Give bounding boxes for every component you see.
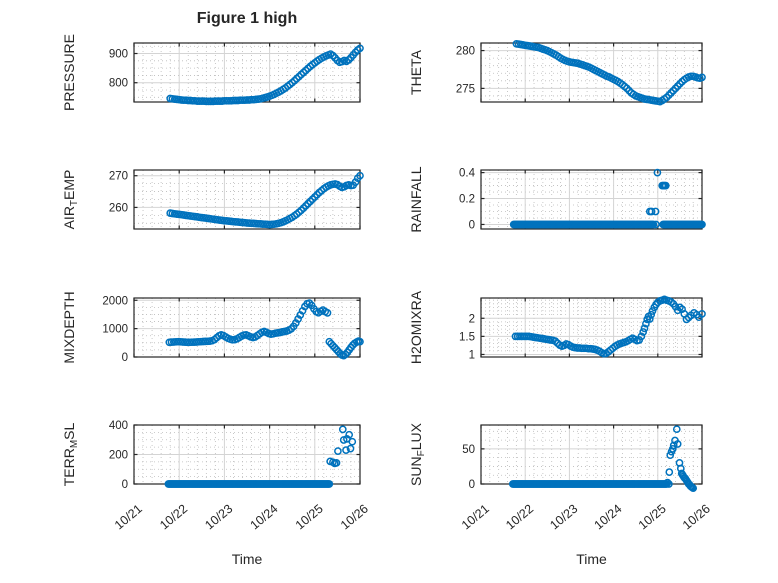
- svg-text:2: 2: [469, 313, 475, 325]
- mixdepth-minor-grid: [134, 298, 360, 357]
- rainfall-axes-box: [480, 169, 703, 230]
- pressure-axes-box: [133, 42, 361, 103]
- svg-text:0: 0: [469, 479, 475, 491]
- mixdepth-major-grid: [134, 298, 360, 357]
- figure-title: Figure 1 high: [196, 10, 298, 27]
- h2omixra-markers: [511, 295, 706, 358]
- terr_msl-minor-grid: [134, 425, 360, 484]
- pressure-markers: [166, 44, 364, 106]
- pressure-tick-marks: [133, 43, 361, 102]
- terr_msl-markers: [164, 425, 357, 488]
- rainfall-y-axis-label: RAINFALL: [408, 166, 424, 232]
- svg-text:10/24: 10/24: [248, 502, 281, 533]
- x-axis-label-right: Time: [576, 551, 607, 567]
- subplot-theta: 275 280 THETA: [408, 39, 706, 106]
- sun_flux-major-grid: [481, 425, 702, 484]
- svg-text:0.4: 0.4: [459, 168, 476, 180]
- terr_msl-y-axis-label: TERRMSL: [61, 422, 80, 486]
- pressure-minor-grid: [134, 43, 360, 102]
- sun_flux-y-axis-label: SUNFLUX: [408, 422, 427, 486]
- svg-text:10/26: 10/26: [680, 502, 713, 533]
- h2omixra-major-grid: [481, 298, 702, 357]
- svg-text:200: 200: [109, 450, 128, 462]
- svg-text:1: 1: [469, 349, 475, 361]
- h2omixra-axes-box: [480, 297, 703, 358]
- terr_msl-ytick-labels: 0 200 400: [109, 420, 128, 491]
- sun_flux-ytick-labels: 0 50: [462, 444, 475, 491]
- sun_flux-markers: [508, 425, 698, 493]
- theta-tick-marks: [480, 43, 703, 102]
- h2omixra-y-axis-label: H2OMIXRA: [408, 290, 424, 364]
- svg-text:0: 0: [469, 219, 475, 231]
- h2omixra-tick-marks: [480, 298, 703, 357]
- pressure-major-grid: [134, 43, 360, 102]
- terr_msl-xtick-labels: 10/21 10/22 10/23 10/24 10/25 10/26: [112, 502, 371, 533]
- svg-text:10/23: 10/23: [202, 502, 235, 533]
- svg-text:2000: 2000: [102, 295, 128, 307]
- rainfall-major-grid: [481, 170, 702, 229]
- svg-text:1000: 1000: [102, 324, 128, 336]
- svg-text:1.5: 1.5: [459, 331, 475, 343]
- pressure-y-axis-label: PRESSURE: [61, 34, 77, 111]
- theta-markers: [512, 39, 706, 106]
- subplot-pressure: 800 900 PRESSURE: [61, 34, 364, 111]
- air_temp-markers: [166, 171, 364, 229]
- rainfall-ytick-labels: 0 0.2 0.4: [459, 168, 476, 232]
- mixdepth-y-axis-label: MIXDEPTH: [61, 291, 77, 363]
- svg-text:0: 0: [122, 479, 128, 491]
- svg-text:10/21: 10/21: [459, 502, 492, 533]
- svg-text:10/22: 10/22: [157, 502, 190, 533]
- pressure-ytick-labels: 800 900: [109, 49, 128, 90]
- theta-y-axis-label: THETA: [408, 49, 424, 95]
- subplot-terr_msl: 0 200 400 10/21 10/22 10/23 10/24 10/25 10/26 TER…: [61, 420, 371, 532]
- air_temp-axes-box: [133, 169, 361, 230]
- svg-text:270: 270: [109, 171, 128, 183]
- theta-ytick-labels: 275 280: [456, 46, 475, 96]
- mixdepth-tick-marks: [133, 298, 361, 358]
- mixdepth-ytick-labels: 0 1000 2000: [102, 295, 128, 364]
- sun_flux-xtick-labels: 10/21 10/22 10/23 10/24 10/25 10/26: [459, 502, 713, 533]
- rainfall-minor-grid: [481, 170, 702, 229]
- svg-text:400: 400: [109, 420, 128, 432]
- mixdepth-axes-box: [133, 297, 361, 358]
- svg-text:280: 280: [456, 46, 475, 58]
- svg-text:0: 0: [122, 352, 128, 364]
- svg-text:10/23: 10/23: [547, 502, 580, 533]
- theta-axes-box: [480, 42, 703, 103]
- subplot-air_temp: 260 270 AIRTEMP: [61, 169, 364, 230]
- h2omixra-ytick-labels: 11.52: [459, 313, 475, 361]
- subplot-sun_flux: 0 50 10/21 10/22 10/23 10/24 10/25 10/26 SUNFLUX: [408, 422, 713, 532]
- mixdepth-markers: [165, 299, 364, 360]
- subplot-rainfall: 0 0.2 0.4 RAINFALL: [408, 166, 706, 233]
- svg-text:10/24: 10/24: [592, 502, 625, 533]
- x-axis-label-left: Time: [231, 551, 263, 567]
- svg-text:0.2: 0.2: [459, 194, 475, 206]
- subplot-mixdepth: 0 1000 2000 MIXDEPTH: [61, 291, 364, 364]
- air_temp-y-axis-label: AIRTEMP: [61, 170, 80, 230]
- svg-text:10/22: 10/22: [503, 502, 536, 533]
- svg-text:275: 275: [456, 83, 475, 95]
- terr_msl-major-grid: [134, 425, 360, 484]
- theta-major-grid: [481, 43, 702, 102]
- rainfall-markers: [509, 168, 706, 229]
- sun_flux-minor-grid: [481, 425, 702, 484]
- air_temp-ytick-labels: 260 270: [109, 171, 128, 215]
- svg-text:10/25: 10/25: [293, 502, 326, 533]
- svg-text:10/25: 10/25: [636, 502, 669, 533]
- svg-text:260: 260: [109, 202, 128, 214]
- rainfall-tick-marks: [480, 170, 703, 229]
- svg-text:10/21: 10/21: [112, 502, 145, 533]
- svg-text:800: 800: [109, 78, 128, 90]
- svg-text:50: 50: [462, 444, 475, 456]
- svg-text:900: 900: [109, 49, 128, 61]
- svg-text:10/26: 10/26: [338, 502, 371, 533]
